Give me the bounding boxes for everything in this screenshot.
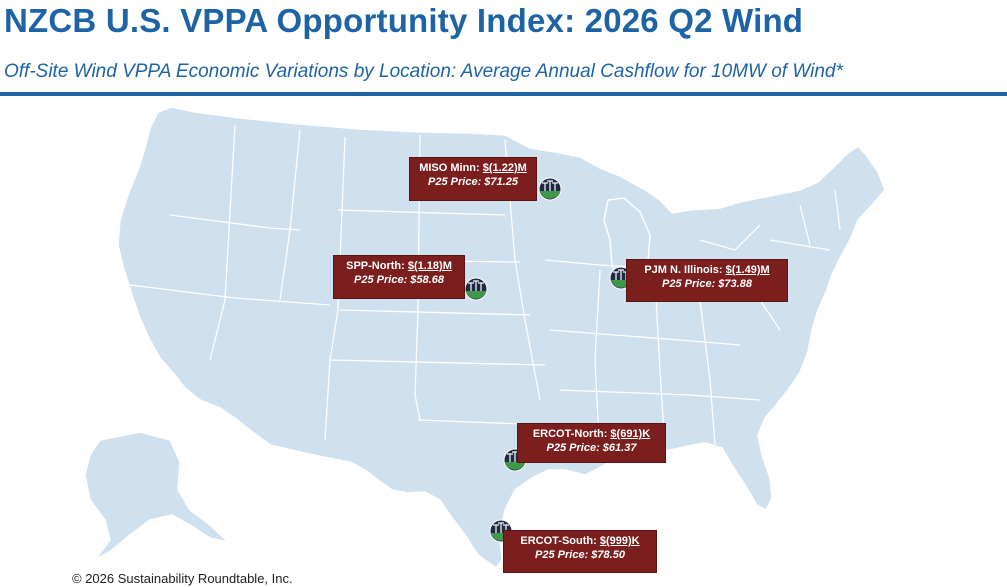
callout-label: MISO Minn: xyxy=(419,162,483,174)
callout-price: P25 Price: $61.37 xyxy=(546,442,637,454)
callout-price: P25 Price: $78.50 xyxy=(535,549,625,561)
callout-label: ERCOT-North: xyxy=(532,428,611,440)
us-landmass xyxy=(84,106,886,569)
callout-ercot-south[interactable]: ERCOT-South: $(999)K P25 Price: $78.50 xyxy=(503,530,657,573)
callout-label: ERCOT-South: xyxy=(520,535,600,547)
us-map xyxy=(84,106,886,569)
callout-price: P25 Price: $71.25 xyxy=(428,176,518,188)
callout-value: $(1.18)M xyxy=(407,260,452,272)
copyright-notice: © 2026 Sustainability Roundtable, Inc. xyxy=(72,571,293,586)
callout-label: SPP-North: xyxy=(346,260,408,272)
callout-price: P25 Price: $58.68 xyxy=(354,274,444,286)
page-subtitle: Off-Site Wind VPPA Economic Variations b… xyxy=(4,61,843,82)
callout-label: PJM N. Illinois: xyxy=(644,264,726,276)
contiguous-us-shape xyxy=(117,106,886,569)
alaska-shape xyxy=(84,431,229,561)
page-title: NZCB U.S. VPPA Opportunity Index: 2026 Q… xyxy=(4,2,804,39)
wind-turbine-icon[interactable] xyxy=(463,277,489,301)
callout-value: $(999)K xyxy=(599,535,640,547)
callout-ercot-north[interactable]: ERCOT-North: $(691)K P25 Price: $61.37 xyxy=(517,423,666,463)
wind-turbine-icon[interactable] xyxy=(537,177,563,201)
callout-miso-minn[interactable]: MISO Minn: $(1.22)M P25 Price: $71.25 xyxy=(409,157,537,201)
callout-value: $(1.49)M xyxy=(725,264,770,276)
callout-pjm-n-illinois[interactable]: PJM N. Illinois: $(1.49)M P25 Price: $73… xyxy=(626,259,788,302)
callout-spp-north[interactable]: SPP-North: $(1.18)M P25 Price: $58.68 xyxy=(333,255,465,299)
header-divider xyxy=(0,92,1007,96)
callout-value: $(691)K xyxy=(610,428,651,440)
callout-value: $(1.22)M xyxy=(482,162,527,174)
callout-price: P25 Price: $73.88 xyxy=(662,278,752,290)
